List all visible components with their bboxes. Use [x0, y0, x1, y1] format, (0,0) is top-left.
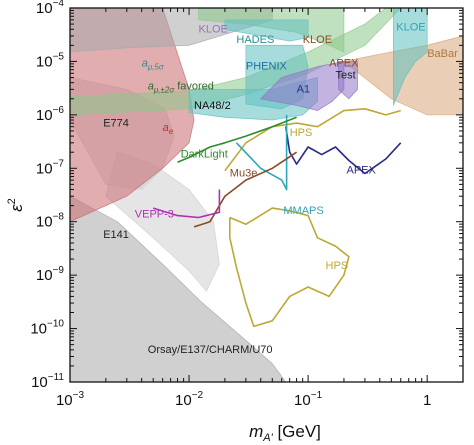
y-tick-label: 10−8	[36, 212, 65, 231]
label-na48-2-9: NA48/2	[194, 100, 231, 112]
series-vepp-3-20	[152, 189, 221, 219]
label-apex-12: APEX	[347, 165, 377, 177]
label-hps-10: HPS	[290, 127, 313, 139]
label-a-5-0: aμ,5σ	[142, 58, 165, 72]
x-tick-label: 1	[423, 392, 431, 409]
x-axis-title-sub: A'	[262, 432, 273, 444]
label-kloe-0: KLOE	[199, 23, 228, 35]
label-phenix-5: PHENIX	[246, 61, 288, 73]
y-tick-label: 10−6	[36, 105, 65, 124]
label-mu3e-14: Mu3e	[230, 168, 258, 180]
y-tick-label: 10−10	[30, 319, 64, 338]
y-tick-label: 10−7	[36, 158, 65, 177]
series-a-e-3	[70, 8, 195, 223]
series-mmaps-17	[235, 114, 288, 191]
label-darklight-15: DarkLight	[181, 148, 228, 160]
region-layer	[70, 8, 463, 382]
label-hps-11: HPS	[326, 260, 349, 272]
label-a-2-1: aμ,±2σ favored	[148, 80, 214, 94]
y-tick-label: 10−4	[36, 0, 65, 17]
label-e774-17: E774	[103, 118, 129, 130]
x-tick-label: 10−1	[294, 390, 323, 409]
series-hades-9	[224, 19, 309, 42]
label-test-7: Test	[336, 70, 356, 82]
series-darklight-19	[177, 116, 297, 163]
y-tick-label: 10−11	[31, 372, 64, 391]
x-tick-label: 10−2	[175, 390, 204, 409]
x-axis-title-main: m	[249, 422, 263, 441]
label-babar-4: BaBar	[427, 48, 458, 60]
y-axis-ticks: 10−11 10−10 10−9 10−8 10−7 10−6 10−5 10−4	[30, 0, 463, 391]
series-hps-14	[224, 108, 401, 172]
y-axis-title: ε2	[6, 198, 26, 212]
label-a1-8: A1	[297, 84, 310, 96]
label-vepp-3-16: VEPP-3	[135, 209, 174, 221]
y-axis-title-sup: 2	[6, 198, 18, 204]
x-axis-ticks: 10−3 10−2 10−1 1	[56, 8, 464, 409]
series-apex-16	[285, 126, 402, 175]
series-hps-15	[229, 207, 350, 328]
x-axis-title: mA' [GeV]	[249, 422, 321, 444]
series-kloe-8	[392, 8, 428, 106]
series-apex-13	[338, 61, 358, 100]
plot-frame	[69, 7, 464, 383]
y-tick-label: 10−9	[36, 265, 65, 284]
label-mmaps-13: MMAPS	[283, 205, 323, 217]
series-mu3e-18	[193, 151, 298, 228]
label-kloe-2: KLOE	[303, 34, 332, 46]
label-e141-18: E141	[103, 229, 129, 241]
label-a-e-2: ae	[163, 122, 174, 136]
x-tick-label: 10−3	[56, 390, 85, 409]
y-tick-label: 10−5	[36, 51, 65, 70]
label-apex-6: APEX	[329, 58, 359, 70]
x-axis-title-unit: [GeV]	[277, 422, 320, 441]
label-orsay-e137-charm-u70-19: Orsay/E137/CHARM/U70	[148, 344, 273, 356]
label-hades-1: HADES	[236, 34, 274, 46]
y-axis-title-main: ε	[7, 204, 26, 212]
label-kloe-3: KLOE	[396, 22, 425, 34]
